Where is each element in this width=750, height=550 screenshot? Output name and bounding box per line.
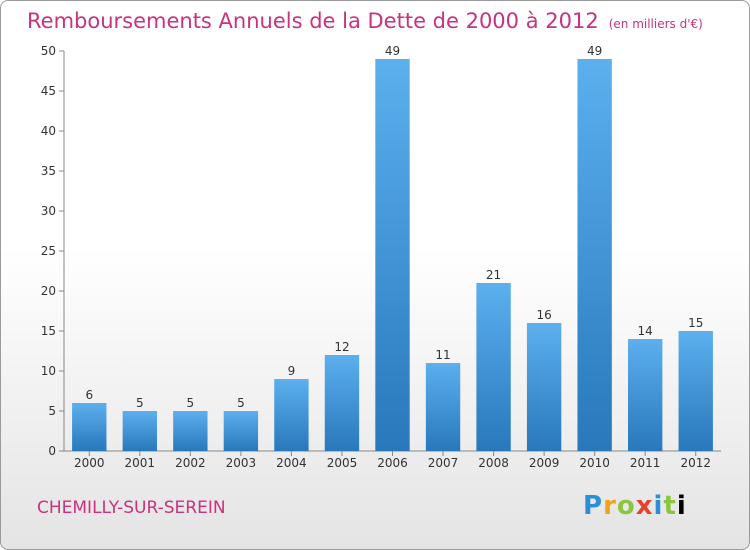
x-tick-label: 2004 xyxy=(276,456,307,470)
chart-title: Remboursements Annuels de la Dette de 20… xyxy=(27,9,703,33)
bar-value-label: 12 xyxy=(334,340,349,354)
y-tick-label: 50 xyxy=(41,44,56,58)
x-tick-label: 2003 xyxy=(226,456,257,470)
bar-2006 xyxy=(375,59,410,451)
y-tick-label: 25 xyxy=(41,244,56,258)
bar-value-label: 49 xyxy=(587,44,602,58)
bar-2011 xyxy=(628,339,663,451)
bar-value-label: 14 xyxy=(638,324,653,338)
y-tick-label: 45 xyxy=(41,84,56,98)
bar-2009 xyxy=(526,323,562,451)
bar-2001 xyxy=(122,411,157,451)
bars xyxy=(72,59,713,451)
x-tick-label: 2007 xyxy=(428,456,459,470)
bar-value-label: 5 xyxy=(136,396,144,410)
bar-2000 xyxy=(72,403,107,451)
y-tick-label: 30 xyxy=(41,204,56,218)
bar-value-label: 11 xyxy=(435,348,450,362)
x-tick-label: 2009 xyxy=(529,456,560,470)
bar-2004 xyxy=(274,379,309,451)
bar-value-label: 9 xyxy=(288,364,296,378)
x-tick-label: 2010 xyxy=(579,456,610,470)
bar-value-label: 6 xyxy=(85,388,93,402)
bar-value-label: 21 xyxy=(486,268,501,282)
bar-value-label: 15 xyxy=(688,316,703,330)
y-tick-label: 5 xyxy=(48,404,56,418)
bar-value-label: 16 xyxy=(536,308,551,322)
y-tick-label: 10 xyxy=(41,364,56,378)
x-tick-label: 2001 xyxy=(125,456,156,470)
x-tick-label: 2000 xyxy=(74,456,105,470)
bar-2010 xyxy=(577,59,612,451)
x-tick-label: 2008 xyxy=(478,456,509,470)
x-tick-label: 2012 xyxy=(680,456,711,470)
labels: 0 5 10 15 20 25 30 35 40 45 50 2000 6 2001 5 2002 5 2003 5… xyxy=(41,44,711,470)
bar-value-label: 5 xyxy=(187,396,195,410)
x-tick-label: 2006 xyxy=(377,456,408,470)
y-tick-label: 15 xyxy=(41,324,56,338)
bar-value-label: 5 xyxy=(237,396,245,410)
bar-2012 xyxy=(678,331,713,451)
y-tick-label: 20 xyxy=(41,284,56,298)
chart-subtitle: (en milliers d'€) xyxy=(608,17,703,31)
x-tick-label: 2002 xyxy=(175,456,206,470)
proxiti-logo: Proxiti xyxy=(583,491,687,521)
x-tick-label: 2011 xyxy=(630,456,661,470)
bar-2007 xyxy=(425,363,461,451)
x-tick-label: 2005 xyxy=(327,456,358,470)
bar-2003 xyxy=(223,411,259,451)
chart-title-text: Remboursements Annuels de la Dette de 20… xyxy=(27,9,599,33)
city-name: CHEMILLY-SUR-SEREIN xyxy=(37,498,226,518)
y-tick-label: 35 xyxy=(41,164,56,178)
y-tick-label: 0 xyxy=(48,444,56,458)
bar-2005 xyxy=(324,355,360,451)
bar-value-label: 49 xyxy=(385,44,400,58)
bar-2002 xyxy=(173,411,208,451)
y-tick-label: 40 xyxy=(41,124,56,138)
bar-2008 xyxy=(476,283,511,451)
